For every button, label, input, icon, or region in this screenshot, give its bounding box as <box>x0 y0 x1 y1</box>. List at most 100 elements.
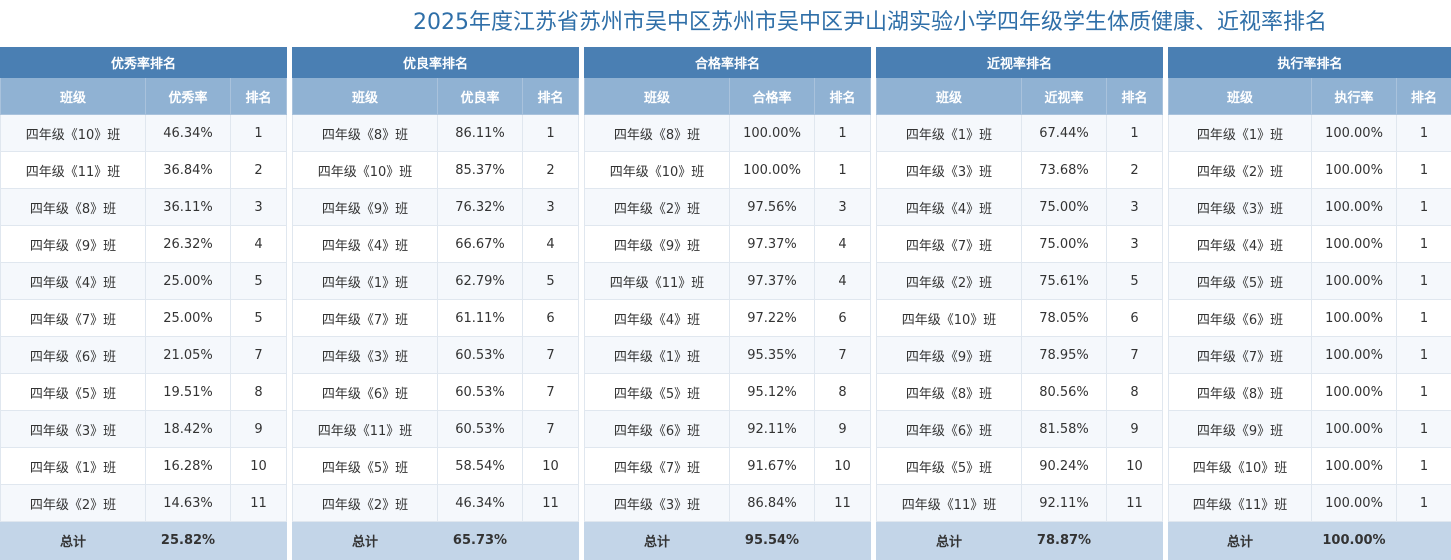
rate-cell: 81.58% <box>1022 411 1107 448</box>
column-header: 优秀率 <box>146 78 231 115</box>
rate-cell: 76.32% <box>438 189 523 226</box>
rate-cell: 46.34% <box>438 485 523 522</box>
class-cell: 四年级《4》班 <box>1169 226 1312 263</box>
rate-cell: 100.00% <box>730 152 815 189</box>
class-cell: 四年级《6》班 <box>1169 300 1312 337</box>
class-cell: 四年级《2》班 <box>293 485 438 522</box>
rank-cell: 1 <box>1397 448 1451 485</box>
rank-cell: 6 <box>523 300 579 337</box>
rate-cell: 67.44% <box>1022 115 1107 152</box>
rate-cell: 100.00% <box>1312 411 1397 448</box>
class-cell: 四年级《3》班 <box>877 152 1022 189</box>
rank-cell: 1 <box>1397 411 1451 448</box>
class-cell: 四年级《11》班 <box>585 263 730 300</box>
class-cell: 四年级《3》班 <box>1169 189 1312 226</box>
rank-cell: 4 <box>231 226 287 263</box>
rank-cell: 11 <box>523 485 579 522</box>
rate-cell: 18.42% <box>146 411 231 448</box>
rank-cell: 1 <box>1397 189 1451 226</box>
rate-cell: 75.61% <box>1022 263 1107 300</box>
class-cell: 四年级《9》班 <box>1169 411 1312 448</box>
class-cell: 四年级《11》班 <box>877 485 1022 522</box>
rank-cell: 1 <box>231 115 287 152</box>
class-cell: 四年级《2》班 <box>585 189 730 226</box>
column-header: 班级 <box>585 78 730 115</box>
class-cell: 四年级《8》班 <box>585 115 730 152</box>
page-title: 2025年度江苏省苏州市吴中区苏州市吴中区尹山湖实验小学四年级学生体质健康、近视… <box>290 6 1450 40</box>
class-cell: 四年级《6》班 <box>877 411 1022 448</box>
column-header: 班级 <box>293 78 438 115</box>
empty-cell <box>1397 522 1451 560</box>
rate-cell: 97.56% <box>730 189 815 226</box>
rank-cell: 9 <box>1107 411 1163 448</box>
rate-cell: 100.00% <box>1312 115 1397 152</box>
class-cell: 四年级《1》班 <box>293 263 438 300</box>
rank-cell: 1 <box>815 115 871 152</box>
column-header: 排名 <box>1397 78 1451 115</box>
rank-cell: 1 <box>1397 485 1451 522</box>
rank-cell: 5 <box>231 263 287 300</box>
class-cell: 四年级《7》班 <box>877 226 1022 263</box>
rank-cell: 2 <box>523 152 579 189</box>
rate-cell: 46.34% <box>146 115 231 152</box>
class-cell: 四年级《7》班 <box>1 300 146 337</box>
rate-cell: 61.11% <box>438 300 523 337</box>
empty-cell <box>815 522 871 560</box>
rank-cell: 2 <box>1107 152 1163 189</box>
rank-cell: 9 <box>231 411 287 448</box>
rank-cell: 1 <box>1397 152 1451 189</box>
class-cell: 四年级《2》班 <box>877 263 1022 300</box>
rank-cell: 10 <box>523 448 579 485</box>
rate-cell: 100.00% <box>1312 300 1397 337</box>
rate-cell: 21.05% <box>146 337 231 374</box>
rate-cell: 16.28% <box>146 448 231 485</box>
rate-cell: 100.00% <box>1312 337 1397 374</box>
class-cell: 四年级《8》班 <box>877 374 1022 411</box>
class-cell: 四年级《3》班 <box>1 411 146 448</box>
rate-cell: 78.05% <box>1022 300 1107 337</box>
rate-cell: 86.11% <box>438 115 523 152</box>
class-cell: 四年级《1》班 <box>585 337 730 374</box>
column-header: 班级 <box>1 78 146 115</box>
class-cell: 四年级《4》班 <box>1 263 146 300</box>
class-cell: 四年级《7》班 <box>293 300 438 337</box>
column-header: 排名 <box>523 78 579 115</box>
column-header: 排名 <box>231 78 287 115</box>
table-caption: 优秀率排名 <box>1 48 287 78</box>
rate-cell: 95.12% <box>730 374 815 411</box>
total-value: 95.54% <box>730 522 815 560</box>
rank-cell: 8 <box>231 374 287 411</box>
rank-cell: 4 <box>815 226 871 263</box>
rank-cell: 5 <box>231 300 287 337</box>
rank-cell: 1 <box>1397 115 1451 152</box>
rank-cell: 1 <box>1107 115 1163 152</box>
rank-cell: 5 <box>1107 263 1163 300</box>
rank-cell: 6 <box>1107 300 1163 337</box>
rate-cell: 95.35% <box>730 337 815 374</box>
rate-cell: 62.79% <box>438 263 523 300</box>
rate-cell: 100.00% <box>1312 448 1397 485</box>
rank-cell: 9 <box>815 411 871 448</box>
class-cell: 四年级《1》班 <box>1169 115 1312 152</box>
rate-cell: 60.53% <box>438 374 523 411</box>
